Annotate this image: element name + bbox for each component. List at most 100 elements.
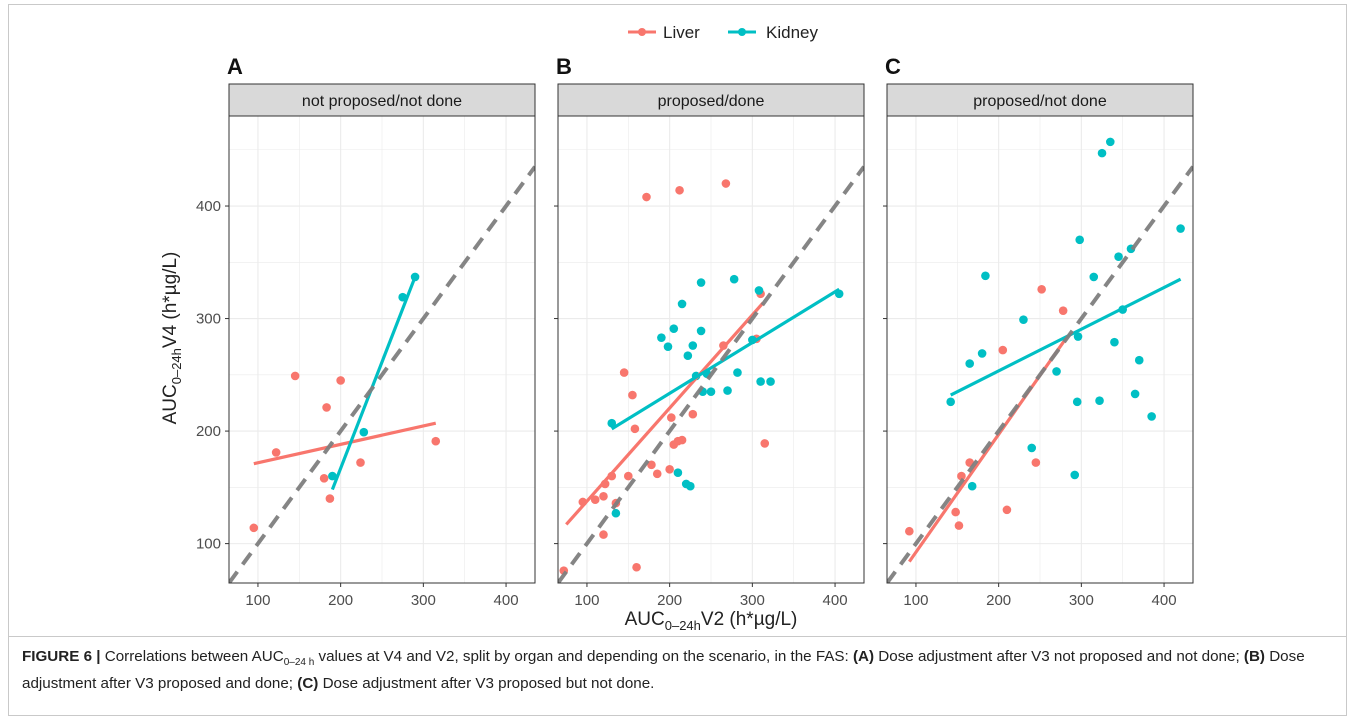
kidney-point	[683, 351, 693, 360]
kidney-point	[669, 324, 679, 333]
kidney-point	[1070, 470, 1080, 480]
panel-letter: A	[227, 54, 243, 79]
kidney-point	[756, 377, 765, 386]
liver-point	[647, 460, 656, 470]
panel-strip-title: proposed/not done	[973, 93, 1107, 110]
panel-border	[228, 115, 536, 584]
kidney-point	[1019, 315, 1028, 324]
kidney-point	[1114, 252, 1123, 261]
liver-point	[290, 371, 300, 381]
liver-point	[665, 465, 674, 474]
kidney-point	[1072, 397, 1082, 407]
liver-point	[905, 526, 914, 536]
kidney-point	[766, 377, 775, 386]
panel-letter: C	[885, 54, 901, 79]
y-tick-label: 400	[196, 198, 221, 215]
kidney-point	[1110, 337, 1119, 347]
kidney-point	[696, 278, 706, 287]
legend-liver-dot	[638, 28, 646, 36]
kidney-point	[965, 359, 975, 368]
liver-point	[628, 390, 637, 400]
x-tick-label: 100	[574, 592, 599, 609]
liver-point	[642, 192, 651, 202]
identity-line	[887, 165, 1193, 583]
liver-point	[1058, 306, 1068, 315]
kidney-fit-line	[610, 287, 841, 431]
liver-point	[652, 469, 662, 479]
liver-point	[667, 413, 676, 422]
kidney-point	[1147, 412, 1156, 421]
caption-subscript: 0–24 h	[283, 657, 315, 669]
liver-fit-line	[565, 301, 765, 526]
x-tick-label: 400	[823, 592, 848, 609]
caption-a-text: Dose adjustment after V3 not proposed an…	[874, 648, 1244, 665]
liver-point	[590, 495, 600, 505]
liver-point	[319, 474, 329, 483]
kidney-point	[328, 471, 337, 481]
identity-line	[558, 165, 864, 583]
liver-point	[431, 436, 441, 446]
x-tick-label: 400	[1152, 592, 1177, 609]
kidney-point	[657, 333, 666, 342]
caption-b-label: (B)	[1243, 648, 1265, 665]
kidney-point	[696, 326, 706, 336]
liver-point	[249, 523, 259, 533]
liver-point	[1037, 284, 1046, 294]
caption-c-text: Dose adjustment after V3 proposed but no…	[318, 675, 655, 693]
figure-frame	[8, 4, 1347, 716]
liver-point	[599, 530, 608, 539]
kidney-point	[754, 286, 764, 295]
panel-border	[557, 115, 865, 584]
kidney-point	[1052, 367, 1061, 376]
kidney-point	[1095, 396, 1104, 406]
panel-strip	[886, 83, 1194, 117]
liver-point	[675, 185, 684, 195]
liver-point	[322, 403, 331, 412]
x-tick-label: 100	[245, 592, 270, 609]
panel-strip	[228, 83, 536, 117]
legend-kidney-dot	[738, 28, 746, 36]
x-tick-label: 300	[411, 592, 436, 609]
x-tick-label: 300	[1069, 592, 1094, 609]
liver-point	[998, 345, 1008, 355]
kidney-point	[733, 368, 742, 377]
panel-strip-title: not proposed/not done	[302, 93, 462, 110]
kidney-point	[359, 427, 369, 437]
liver-point	[632, 562, 641, 572]
kidney-point	[611, 508, 621, 518]
kidney-point	[723, 386, 732, 395]
kidney-point	[673, 468, 683, 478]
caption-text-1: Correlations between AUC	[100, 648, 284, 665]
panel-strip	[557, 83, 865, 117]
caption-b-text: Dose adjustment after V3 proposed and do…	[22, 648, 1305, 693]
x-tick-label: 200	[986, 592, 1011, 609]
liver-point	[721, 179, 731, 188]
y-tick-label: 200	[196, 423, 221, 440]
liver-point	[336, 376, 345, 385]
liver-point	[951, 507, 960, 517]
kidney-point	[967, 481, 977, 491]
x-tick-label: 200	[328, 592, 353, 609]
x-axis-label: AUC0–24hV2 (h*µg/L)	[625, 609, 798, 633]
y-tick-label: 300	[196, 311, 221, 328]
liver-point	[677, 435, 687, 445]
kidney-point	[1075, 235, 1084, 245]
x-tick-label: 300	[740, 592, 765, 609]
liver-point	[325, 494, 335, 503]
liver-fit-line	[253, 421, 437, 466]
x-tick-label: 400	[494, 592, 519, 609]
kidney-point	[981, 271, 990, 281]
liver-point	[688, 409, 698, 419]
kidney-point	[729, 274, 739, 284]
kidney-point	[686, 481, 695, 491]
kidney-point	[706, 387, 716, 396]
kidney-fit-line	[330, 276, 417, 491]
liver-point	[760, 439, 770, 448]
panel-border	[886, 115, 1194, 584]
caption-divider	[9, 636, 1346, 637]
liver-point	[1002, 505, 1012, 515]
kidney-point	[1073, 332, 1083, 341]
kidney-point	[607, 418, 617, 428]
